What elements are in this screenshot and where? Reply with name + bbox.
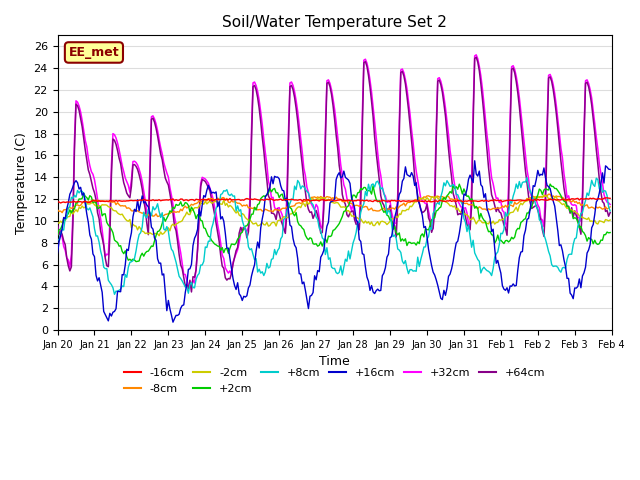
- +2cm: [122, 248, 129, 254]
- +2cm: [54, 233, 61, 239]
- +32cm: [472, 52, 480, 58]
- -8cm: [239, 203, 246, 209]
- +32cm: [186, 284, 194, 289]
- +32cm: [297, 134, 305, 140]
- Text: EE_met: EE_met: [68, 46, 119, 59]
- -8cm: [146, 214, 154, 219]
- +8cm: [606, 208, 614, 214]
- +16cm: [239, 298, 246, 303]
- -2cm: [239, 211, 246, 216]
- +8cm: [111, 291, 118, 297]
- +16cm: [471, 158, 479, 164]
- +8cm: [123, 275, 131, 280]
- -2cm: [54, 220, 61, 226]
- -16cm: [248, 196, 255, 202]
- +64cm: [579, 203, 586, 209]
- -16cm: [220, 196, 228, 202]
- -16cm: [577, 196, 585, 202]
- +2cm: [248, 211, 255, 217]
- +64cm: [239, 228, 246, 234]
- -8cm: [606, 204, 614, 210]
- +2cm: [547, 181, 554, 187]
- +64cm: [297, 149, 305, 155]
- +64cm: [472, 54, 480, 60]
- X-axis label: Time: Time: [319, 355, 350, 369]
- +16cm: [248, 273, 255, 279]
- +16cm: [54, 250, 61, 256]
- -8cm: [248, 205, 255, 211]
- +8cm: [523, 175, 531, 180]
- -2cm: [297, 205, 305, 211]
- +16cm: [122, 262, 129, 268]
- +2cm: [132, 259, 140, 264]
- +32cm: [248, 127, 255, 133]
- +16cm: [169, 319, 177, 325]
- +16cm: [579, 273, 586, 279]
- -2cm: [248, 219, 255, 225]
- +64cm: [188, 289, 195, 295]
- -2cm: [540, 192, 548, 198]
- -8cm: [122, 203, 129, 209]
- +8cm: [54, 238, 61, 243]
- +32cm: [579, 191, 586, 196]
- Line: +32cm: +32cm: [58, 55, 610, 287]
- +32cm: [54, 224, 61, 229]
- +64cm: [606, 210, 614, 216]
- -16cm: [239, 197, 246, 203]
- +2cm: [220, 250, 228, 255]
- Line: -16cm: -16cm: [58, 198, 610, 203]
- -16cm: [57, 200, 65, 206]
- -2cm: [579, 214, 586, 220]
- +2cm: [239, 229, 246, 235]
- Line: -8cm: -8cm: [58, 194, 610, 216]
- -16cm: [604, 195, 611, 201]
- +8cm: [239, 217, 246, 223]
- -2cm: [606, 217, 614, 223]
- Title: Soil/Water Temperature Set 2: Soil/Water Temperature Set 2: [222, 15, 447, 30]
- +32cm: [239, 225, 246, 231]
- Line: +2cm: +2cm: [58, 184, 610, 262]
- Line: +8cm: +8cm: [58, 178, 610, 294]
- Line: -2cm: -2cm: [58, 195, 610, 236]
- Legend: -16cm, -8cm, -2cm, +2cm, +8cm, +16cm, +32cm, +64cm: -16cm, -8cm, -2cm, +2cm, +8cm, +16cm, +3…: [120, 364, 550, 398]
- Y-axis label: Temperature (C): Temperature (C): [15, 132, 28, 234]
- +16cm: [220, 218, 228, 224]
- +8cm: [579, 210, 586, 216]
- Line: +64cm: +64cm: [58, 57, 610, 292]
- +8cm: [248, 246, 255, 252]
- -8cm: [579, 202, 586, 207]
- -16cm: [54, 199, 61, 204]
- +8cm: [220, 188, 228, 193]
- -8cm: [54, 207, 61, 213]
- -2cm: [220, 197, 228, 203]
- -16cm: [297, 197, 305, 203]
- +32cm: [122, 175, 129, 181]
- +2cm: [579, 228, 586, 234]
- -16cm: [606, 195, 614, 201]
- Line: +16cm: +16cm: [58, 161, 610, 322]
- +16cm: [297, 271, 305, 277]
- +32cm: [606, 202, 614, 207]
- -8cm: [545, 191, 552, 197]
- -16cm: [123, 198, 131, 204]
- +64cm: [54, 222, 61, 228]
- +16cm: [606, 167, 614, 172]
- +8cm: [297, 186, 305, 192]
- +2cm: [297, 223, 305, 228]
- -2cm: [156, 233, 163, 239]
- +2cm: [606, 230, 614, 236]
- +32cm: [220, 256, 228, 262]
- -8cm: [297, 201, 305, 206]
- -2cm: [122, 216, 129, 222]
- -8cm: [220, 195, 228, 201]
- +64cm: [248, 139, 255, 144]
- +64cm: [220, 265, 228, 271]
- +64cm: [122, 185, 129, 191]
